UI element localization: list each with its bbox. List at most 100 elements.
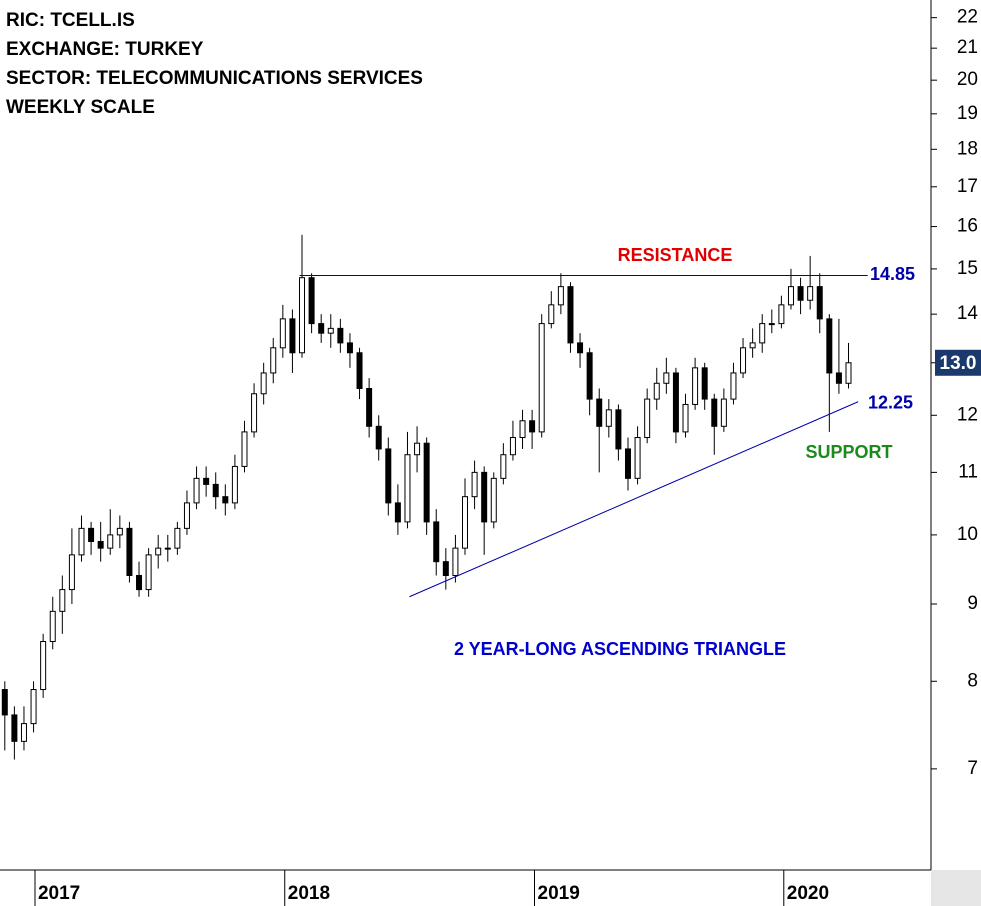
x-tick-label: 2020 (787, 883, 829, 904)
candle-body (797, 286, 804, 301)
candle-body (672, 372, 679, 433)
candle-body (270, 347, 277, 374)
candle-body (730, 372, 737, 400)
candle-body (605, 409, 612, 427)
resistance-value: 14.85 (870, 264, 915, 284)
candle-body (88, 527, 95, 542)
candle-body (442, 561, 449, 576)
candle-body (433, 521, 440, 563)
candle-body (759, 323, 766, 344)
candle-body (97, 540, 104, 549)
candle-body (116, 527, 123, 536)
support-line (409, 401, 859, 598)
support-value: 12.25 (868, 393, 913, 413)
candle-body (634, 437, 641, 479)
candle-body (318, 323, 325, 334)
support-label: SUPPORT (805, 442, 892, 462)
candle-body (68, 554, 75, 591)
candle-body (183, 502, 190, 529)
candle-body (807, 286, 814, 301)
resistance-label: RESISTANCE (618, 245, 733, 265)
candle-body (356, 352, 363, 390)
y-tick-label: 22 (957, 7, 978, 28)
candle-body (682, 403, 689, 433)
candle-body (308, 277, 315, 325)
candle-body (586, 352, 593, 400)
candle-body (596, 398, 603, 427)
last-price-box (935, 349, 981, 376)
candle-body (327, 327, 334, 334)
candle-body (816, 286, 823, 320)
candle-body (615, 409, 622, 450)
y-tick-label: 19 (957, 103, 978, 124)
y-tick-label: 21 (957, 37, 978, 58)
candle-body (826, 318, 833, 374)
y-tick-label: 12 (957, 404, 978, 425)
y-tick-label: 11 (958, 461, 978, 482)
y-tick-label: 20 (957, 69, 978, 90)
candle-body (778, 304, 785, 325)
candle-body (692, 367, 699, 405)
candle-body (414, 442, 421, 456)
candle-body (423, 442, 430, 523)
candle-body (845, 362, 852, 384)
candle-body (471, 471, 478, 498)
candle-body (375, 425, 382, 450)
candle-body (174, 527, 181, 549)
candle-body (490, 477, 497, 523)
candle-body (155, 547, 162, 556)
candle-body (260, 372, 267, 395)
candle-body (500, 454, 507, 479)
header-line: WEEKLY SCALE (6, 97, 155, 118)
x-tick-label: 2019 (538, 883, 580, 904)
candle-body (720, 398, 727, 427)
candle-body (394, 502, 401, 523)
corner (931, 870, 981, 906)
candle-body (78, 527, 85, 556)
candle-body (231, 465, 238, 504)
candle-body (289, 318, 296, 354)
candle-body (740, 347, 747, 374)
candle-body (749, 342, 756, 349)
candle-body (212, 483, 219, 498)
candle-body (663, 372, 670, 384)
candle-body (644, 398, 651, 439)
header-line: RIC: TCELL.IS (6, 10, 135, 31)
header-line: SECTOR: TELECOMMUNICATIONS SERVICES (6, 68, 423, 89)
candle-body (701, 367, 708, 400)
candle-body (567, 286, 574, 344)
header-line: EXCHANGE: TURKEY (6, 39, 204, 60)
candle-body (538, 323, 545, 433)
candle-body (145, 554, 152, 591)
candle-body (404, 454, 411, 523)
candle-body (548, 304, 555, 325)
candle-body (509, 437, 516, 456)
candle-body (577, 342, 584, 354)
candle-body (40, 641, 47, 691)
candle-body (711, 398, 718, 427)
candle-body (462, 496, 468, 549)
y-tick-label: 7 (967, 758, 978, 779)
candle-body (49, 610, 56, 643)
last-price-label: 13.0 (940, 353, 977, 374)
candle-body (624, 448, 631, 479)
candle-body (11, 714, 18, 742)
candle-body (136, 574, 143, 591)
y-tick-label: 9 (967, 593, 978, 614)
candle-body (337, 327, 344, 344)
candle-body (30, 689, 37, 725)
candle-body (385, 448, 392, 504)
candle-body (529, 420, 536, 433)
y-tick-label: 18 (957, 138, 978, 159)
candle-body (346, 342, 353, 354)
y-tick-label: 8 (967, 670, 978, 691)
candle-body (59, 589, 66, 612)
candle-body (452, 547, 459, 576)
y-tick-label: 17 (957, 176, 978, 197)
candle-body (126, 527, 133, 576)
candle-body (1, 689, 8, 716)
candle-body (835, 372, 842, 384)
y-tick-label: 14 (957, 303, 979, 324)
candle-body (653, 382, 660, 400)
